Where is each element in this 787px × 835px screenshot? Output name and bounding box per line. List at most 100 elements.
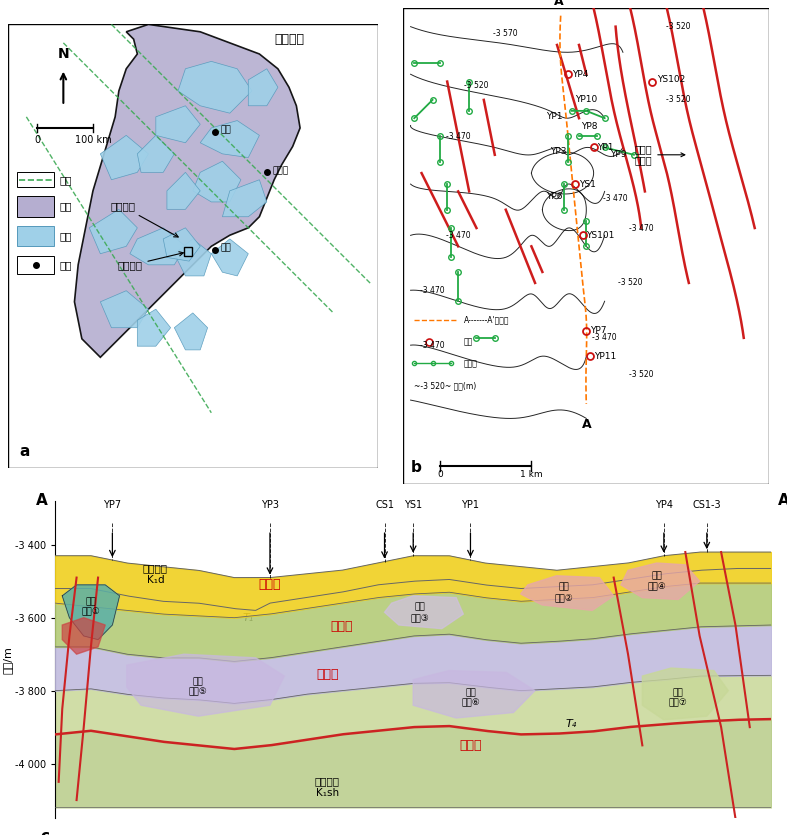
Text: YP9: YP9 — [610, 150, 626, 159]
Text: YS1: YS1 — [579, 180, 596, 189]
Text: -3 470: -3 470 — [446, 230, 471, 240]
Text: YP8: YP8 — [581, 122, 597, 131]
Text: A: A — [36, 493, 48, 509]
Polygon shape — [413, 671, 535, 718]
Text: YP7: YP7 — [103, 500, 121, 510]
Polygon shape — [621, 563, 700, 600]
Text: -3 470: -3 470 — [593, 333, 617, 342]
Text: A': A' — [778, 493, 787, 509]
Text: b: b — [411, 460, 422, 475]
Text: 长春: 长春 — [220, 244, 231, 253]
Text: YP3: YP3 — [261, 500, 279, 510]
Text: 0: 0 — [437, 470, 443, 479]
Text: -3 470: -3 470 — [604, 195, 628, 203]
Text: -3 470: -3 470 — [629, 224, 653, 232]
Y-axis label: 海拔/m: 海拔/m — [2, 645, 12, 674]
Text: 哈尔滨: 哈尔滨 — [272, 166, 289, 175]
Text: 旋回二: 旋回二 — [316, 668, 338, 681]
Text: 松辽盆地: 松辽盆地 — [274, 33, 305, 46]
Text: N: N — [57, 48, 69, 62]
Text: 火山
机构⑥: 火山 机构⑥ — [461, 688, 480, 707]
Polygon shape — [127, 654, 284, 716]
Text: YP1: YP1 — [546, 112, 563, 121]
Text: 大庆: 大庆 — [220, 125, 231, 134]
Polygon shape — [249, 68, 278, 106]
Polygon shape — [163, 228, 200, 261]
Polygon shape — [178, 62, 252, 114]
Text: A': A' — [554, 0, 567, 8]
Text: 旋回一: 旋回一 — [460, 739, 482, 752]
Text: 松南气田: 松南气田 — [117, 251, 183, 271]
Polygon shape — [101, 291, 149, 327]
Text: -3 520: -3 520 — [666, 95, 690, 104]
Text: CS1-3: CS1-3 — [693, 500, 721, 510]
Text: ~-3 520~ 海拔(m): ~-3 520~ 海拔(m) — [414, 381, 476, 390]
Text: -3 520: -3 520 — [618, 278, 642, 287]
Polygon shape — [138, 135, 174, 172]
Text: 沙河子组
K₁sh: 沙河子组 K₁sh — [315, 777, 340, 798]
Text: YS101: YS101 — [586, 230, 615, 240]
Polygon shape — [62, 584, 120, 640]
Text: -3 470: -3 470 — [420, 286, 445, 295]
Text: 登娄库组
K₁d: 登娄库组 K₁d — [143, 563, 168, 584]
Polygon shape — [101, 135, 149, 180]
Text: 断层: 断层 — [60, 175, 72, 185]
Polygon shape — [174, 313, 208, 350]
Polygon shape — [211, 239, 249, 276]
Polygon shape — [193, 161, 241, 202]
Bar — [17, 256, 54, 274]
Text: 达尔罕
断裂带: 达尔罕 断裂带 — [634, 144, 685, 165]
Bar — [17, 226, 54, 246]
Text: 火山
机构①: 火山 机构① — [82, 597, 100, 616]
Polygon shape — [75, 24, 300, 357]
Text: YP7: YP7 — [590, 326, 607, 335]
Text: a: a — [19, 444, 29, 459]
Polygon shape — [521, 576, 614, 610]
Text: YP11: YP11 — [593, 352, 616, 361]
Text: YS102: YS102 — [656, 75, 685, 84]
Polygon shape — [200, 120, 260, 158]
Text: 长岭断陷: 长岭断陷 — [110, 201, 178, 237]
Text: 旋回四: 旋回四 — [259, 579, 281, 591]
Polygon shape — [642, 668, 728, 720]
Text: 0: 0 — [35, 135, 40, 145]
Text: YP1: YP1 — [597, 143, 614, 152]
Text: -3 570: -3 570 — [493, 29, 518, 38]
Text: 断陷: 断陷 — [60, 231, 72, 241]
Text: YS1: YS1 — [404, 500, 423, 510]
Text: 火山
机构③: 火山 机构③ — [411, 603, 430, 622]
Text: 火山
机构④: 火山 机构④ — [647, 571, 666, 591]
Text: -3 520: -3 520 — [464, 81, 489, 89]
Text: 火山
机构②: 火山 机构② — [554, 583, 573, 602]
Text: A: A — [582, 418, 591, 432]
Text: -3 470: -3 470 — [420, 341, 445, 350]
Text: c: c — [41, 828, 50, 835]
Polygon shape — [62, 618, 105, 654]
Text: 旋回三: 旋回三 — [331, 620, 353, 633]
Text: -3 470: -3 470 — [446, 132, 471, 141]
Polygon shape — [223, 180, 267, 217]
Text: CS1: CS1 — [375, 500, 394, 510]
Polygon shape — [167, 172, 200, 210]
Polygon shape — [130, 228, 186, 265]
Text: YP4: YP4 — [571, 70, 588, 78]
Text: YP3: YP3 — [549, 147, 566, 155]
Text: T₁: T₁ — [243, 613, 254, 623]
Bar — [183, 247, 192, 256]
Polygon shape — [156, 106, 200, 143]
Text: 城市: 城市 — [60, 260, 72, 270]
Bar — [17, 196, 54, 217]
Text: 火山
机构⑤: 火山 机构⑤ — [189, 677, 208, 696]
Text: YP4: YP4 — [655, 500, 673, 510]
Text: 1 km: 1 km — [520, 470, 543, 479]
Polygon shape — [174, 239, 211, 276]
Text: -3 520: -3 520 — [666, 23, 690, 31]
Text: -3 520: -3 520 — [629, 370, 653, 379]
Polygon shape — [385, 596, 464, 629]
Text: 100 km: 100 km — [75, 135, 111, 145]
Text: 水平井: 水平井 — [464, 359, 478, 368]
Text: 盆地: 盆地 — [60, 201, 72, 211]
Text: 直井: 直井 — [464, 337, 473, 346]
Polygon shape — [138, 309, 171, 347]
Polygon shape — [89, 210, 138, 254]
